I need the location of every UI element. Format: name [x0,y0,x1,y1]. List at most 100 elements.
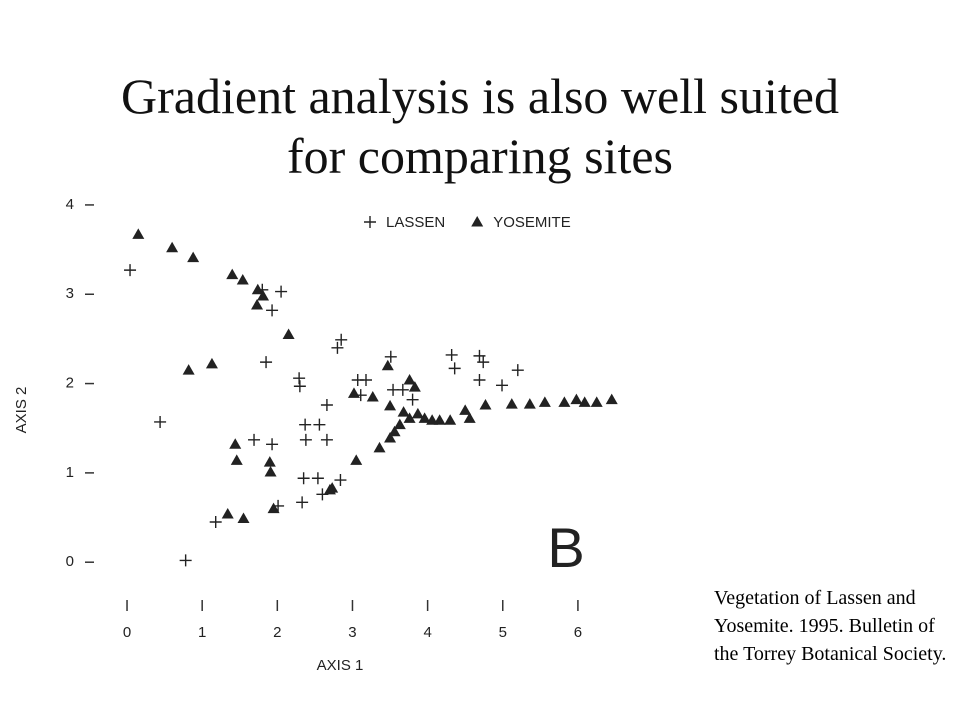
plus-marker [364,216,376,228]
slide-title: Gradient analysis is also well suited fo… [121,68,839,184]
triangle-marker [236,273,249,285]
legend-label: YOSEMITE [493,214,571,231]
triangle-marker [570,393,583,405]
plus-marker [248,433,261,446]
triangle-marker [251,298,264,310]
x-tick-label: 6 [574,624,582,641]
citation: Vegetation of Lassen and Yosemite. 1995.… [714,587,947,665]
triangle-marker [366,390,379,402]
x-tick-label: 4 [423,624,431,641]
triangle-marker [229,438,242,449]
plus-marker [477,356,490,369]
plus-marker [334,474,347,487]
triangle-marker [558,396,571,407]
triangle-marker [221,507,234,519]
triangle-marker [282,328,295,339]
triangle-marker [471,216,484,227]
triangle-marker [479,399,492,410]
triangle-marker [388,425,401,437]
plus-marker [445,348,458,361]
triangle-marker [393,418,406,430]
triangle-marker [132,228,145,239]
triangle-marker [384,399,397,411]
triangle-marker [523,398,536,409]
legend-label: LASSEN [386,214,445,231]
triangle-marker [426,414,439,425]
panel-letter: B [547,516,584,579]
triangle-marker [323,483,336,495]
triangle-marker [403,412,416,423]
y-axis-label: AXIS 2 [13,387,30,434]
triangle-marker [590,396,603,407]
triangle-marker [538,396,551,407]
triangle-marker [237,512,250,523]
plus-marker [296,496,309,509]
triangle-marker [187,251,200,263]
plus-marker [313,418,326,431]
triangle-marker [444,414,457,425]
triangle-marker [263,456,276,467]
triangle-marker [166,241,179,253]
plus-marker [448,362,461,375]
plus-marker [331,341,344,354]
x-axis-label: AXIS 1 [317,657,364,674]
plus-marker [275,285,288,298]
plus-marker [266,438,279,451]
plus-marker [473,349,486,362]
plus-marker [293,372,306,385]
y-tick-label: 0 [66,553,74,570]
plus-marker [266,304,279,317]
triangle-marker [418,412,431,423]
plus-marker [320,399,333,412]
plus-marker [335,333,348,346]
triangle-marker [411,407,424,419]
y-tick-label: 4 [66,196,74,213]
plus-marker [311,472,324,485]
plus-marker [473,373,486,386]
plus-marker [359,373,372,386]
plus-marker [406,393,419,406]
triangle-marker [205,357,218,369]
triangle-marker [505,398,518,409]
triangle-marker [384,432,397,443]
triangle-marker [230,454,243,465]
triangle-marker [605,393,618,405]
x-tick-label: 5 [499,624,507,641]
plus-marker [293,380,306,393]
triangle-marker [408,381,421,392]
plus-marker [299,433,312,446]
triangle-marker [226,268,239,280]
x-tick-label: 3 [348,624,356,641]
plus-marker [154,415,167,428]
triangle-marker [433,414,446,425]
triangle-marker [381,359,394,371]
y-tick-label: 1 [66,464,74,481]
plus-marker [209,516,222,529]
plus-marker [396,383,409,396]
y-tick-label: 3 [66,285,74,302]
triangle-marker [257,290,270,301]
triangle-marker [397,406,410,417]
triangle-marker [350,454,363,465]
plus-marker [297,472,310,485]
triangle-marker [347,387,360,398]
triangle-marker [267,502,280,514]
y-tick-label: 2 [66,375,74,392]
triangle-marker [578,396,591,407]
plus-marker [320,433,333,446]
triangle-marker [403,373,416,385]
triangle-marker [251,283,264,295]
triangle-marker [463,412,476,423]
triangle-marker [264,465,277,477]
x-tick-label: 1 [198,624,206,641]
plus-marker [384,350,397,363]
triangle-marker [373,441,386,453]
plus-marker [260,356,273,369]
triangle-marker [182,364,195,375]
x-tick-label: 0 [123,624,131,641]
plus-marker [511,364,524,377]
plus-marker [124,264,137,277]
triangle-marker [459,404,472,415]
